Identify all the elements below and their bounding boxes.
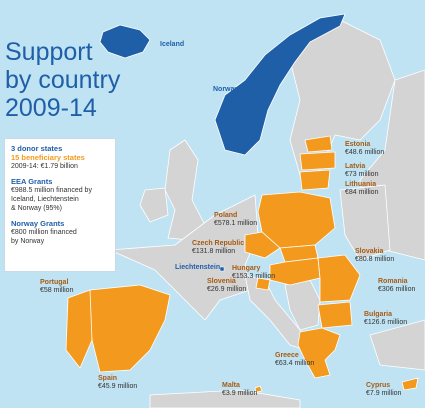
other-land-ukraine-belarus [339,184,391,261]
label-poland: Poland €578.1 million [214,212,257,228]
label-spain-value: €45.9 million [98,383,138,390]
cyprus-shape [401,377,419,391]
label-lithuania-name: Lithuania [345,181,377,188]
label-estonia-name: Estonia [345,141,371,148]
other-land-turkey [369,319,425,371]
label-czech-republic-value: €131.8 million [192,248,236,255]
donor-states-label: 3 donor states [11,144,63,153]
label-slovenia: Slovenia €26.9 million [207,278,246,294]
iceland-shape [99,24,151,59]
label-cyprus-name: Cyprus [366,382,391,389]
label-poland-name: Poland [214,212,238,219]
beneficiary-states-label: 15 beneficiary states [11,153,85,162]
label-greece: Greece €63.4 million [275,352,314,368]
label-latvia-name: Latvia [345,163,366,170]
label-portugal-value: €58 million [40,287,74,294]
label-portugal: Portugal €58 million [40,279,73,295]
label-bulgaria: Bulgaria €126.6 million [364,311,407,327]
label-czech-republic: Czech Republic €131.8 million [192,240,244,256]
legend-box: 3 donor states 15 beneficiary states 200… [4,138,116,272]
other-land-sweden-finland [289,19,396,176]
bulgaria-shape [317,301,353,329]
label-liechtenstein-name: Liechtenstein [175,264,221,271]
romania-shape [317,254,361,303]
label-bulgaria-name: Bulgaria [364,311,393,318]
eea-grants-text-1: €988.5 million financed by [11,187,92,194]
slovenia-shape [255,277,271,291]
norway-shape [214,13,346,156]
title-line-2: by country [5,66,121,94]
portugal-shape [65,289,93,369]
title-line-3: 2009-14 [5,94,97,122]
label-hungary: Hungary €153.3 million [232,265,275,281]
label-slovenia-value: €26.9 million [207,286,247,293]
label-estonia: Estonia €48.6 million [345,141,384,157]
label-romania-name: Romania [378,278,408,285]
label-lithuania: Lithuania €84 million [345,181,378,197]
estonia-shape [304,135,333,153]
label-iceland-name: Iceland [160,41,185,48]
label-norway: Norway [213,86,238,94]
other-land-ireland [139,187,169,223]
label-latvia: Latvia €73 million [345,163,378,179]
label-bulgaria-value: €126.6 million [364,319,408,326]
label-romania-value: €306 million [378,286,416,293]
label-spain: Spain €45.9 million [98,375,137,391]
latvia-shape [299,151,336,171]
label-iceland: Iceland [160,41,184,49]
label-norway-name: Norway [213,86,239,93]
label-spain-name: Spain [98,375,118,382]
label-malta-name: Malta [222,382,240,389]
eea-grants-title: EEA Grants [11,177,53,186]
label-czech-republic-name: Czech Republic [192,240,245,247]
label-hungary-name: Hungary [232,265,261,272]
label-cyprus-value: €7.9 million [366,390,402,397]
label-cyprus: Cyprus €7.9 million [366,382,401,398]
label-greece-value: €63.4 million [275,360,315,367]
eea-grants-text-3: & Norway (95%) [11,205,62,212]
label-romania: Romania €306 million [378,278,415,294]
norway-grants-title: Norway Grants [11,219,65,228]
label-malta: Malta €3.9 million [222,382,257,398]
label-hungary-value: €153.3 million [232,273,276,280]
label-malta-value: €3.9 million [222,390,258,397]
label-liechtenstein: Liechtenstein [175,264,220,272]
liechtenstein-marker [219,266,225,272]
label-latvia-value: €73 million [345,171,379,178]
malta-shape [254,385,263,393]
title-line-1: Support [5,38,93,66]
greece-shape [297,327,341,379]
label-slovakia-name: Slovakia [355,248,384,255]
map-title: Support by country 2009-14 [5,38,120,122]
eea-grants-text-2: Iceland, Liechtenstein [11,196,79,203]
label-lithuania-value: €84 million [345,189,379,196]
other-land-africa [149,389,301,408]
label-slovakia-value: €80.8 million [355,256,395,263]
label-portugal-name: Portugal [40,279,69,286]
label-slovakia: Slovakia €80.8 million [355,248,394,264]
label-greece-name: Greece [275,352,299,359]
czech-republic-shape [244,231,281,259]
label-poland-value: €578.1 million [214,220,258,227]
label-slovenia-name: Slovenia [207,278,236,285]
total-label: 2009-14: €1.79 billion [11,163,78,170]
lithuania-shape [299,169,331,191]
label-estonia-value: €48.6 million [345,149,385,156]
norway-grants-text-1: €800 million financed [11,229,77,236]
norway-grants-text-2: by Norway [11,238,45,245]
